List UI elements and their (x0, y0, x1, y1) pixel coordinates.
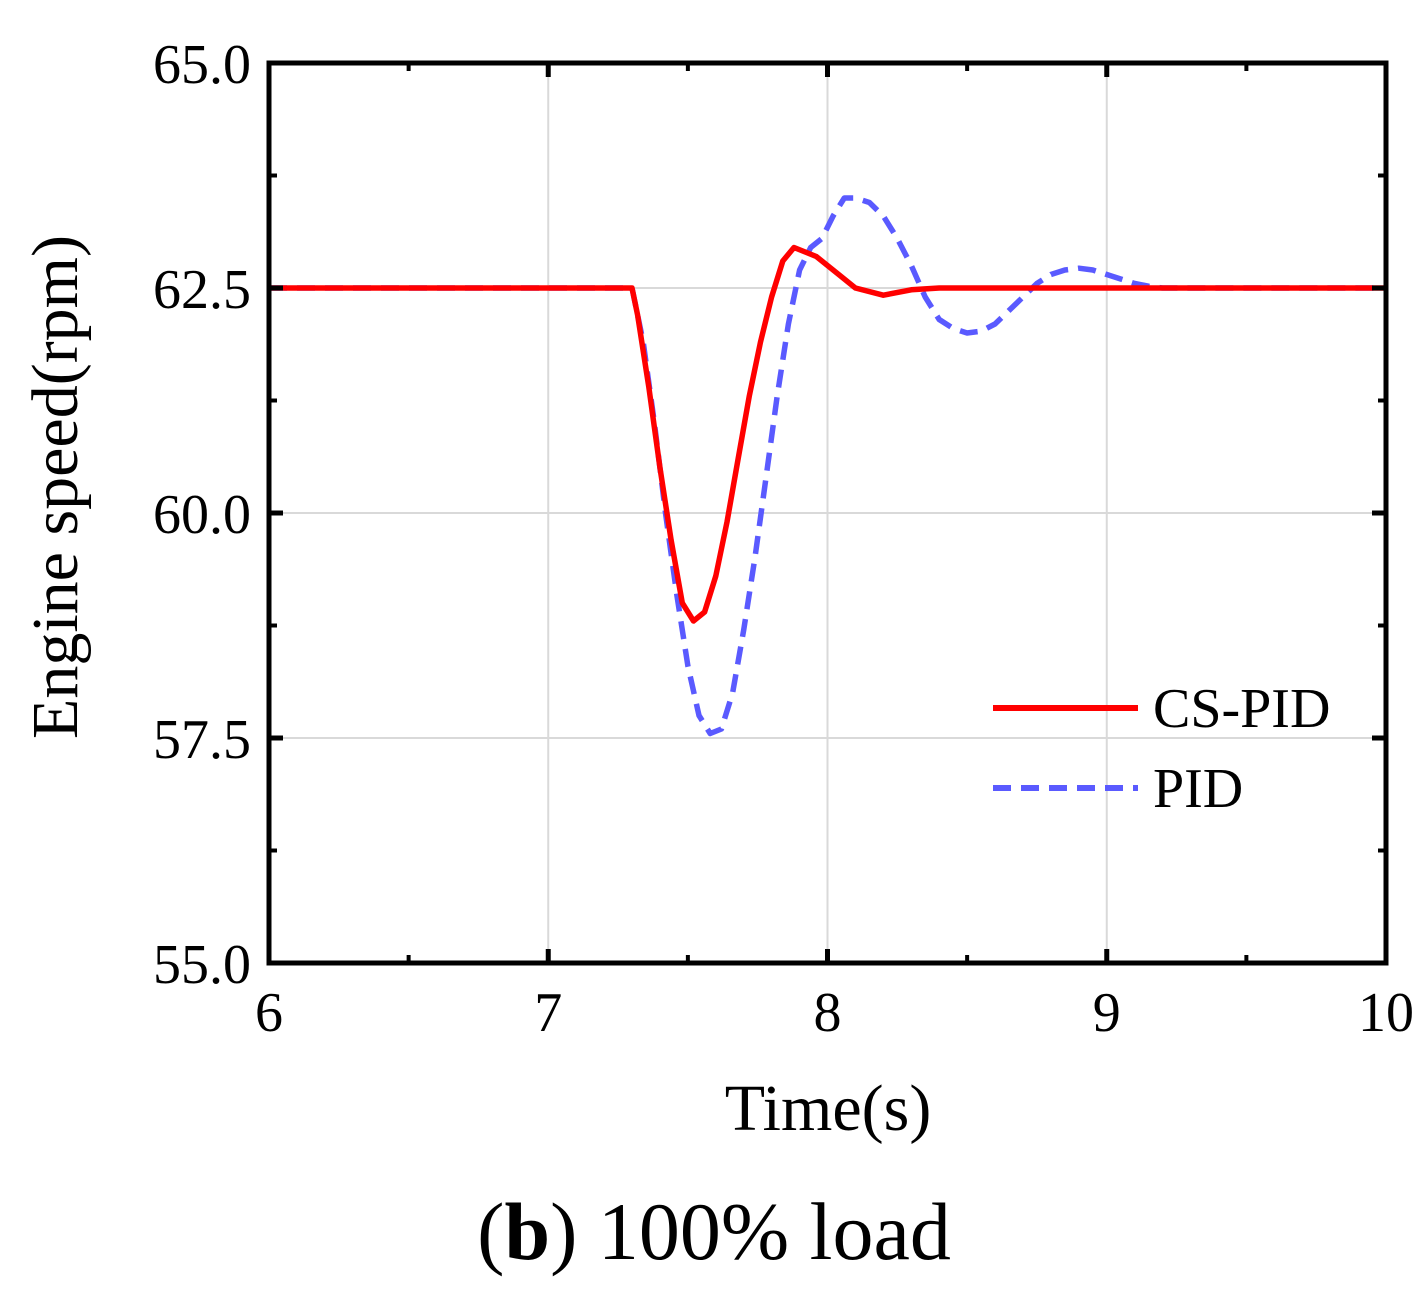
x-axis-title: Time(s) (725, 1072, 932, 1145)
x-tick-labels: 6 7 8 9 10 (255, 982, 1414, 1044)
y-tick-labels: 55.0 57.5 60.0 62.5 65.0 (153, 34, 251, 996)
caption-text: 100% load (597, 1186, 951, 1277)
series-line-cs-pid (269, 244, 1386, 624)
y-tick-label: 55.0 (153, 934, 251, 996)
series-line-pid (269, 195, 1386, 737)
legend-label-cs-pid: CS-PID (1153, 678, 1330, 740)
series-layer (269, 195, 1386, 737)
y-tick-label: 62.5 (153, 259, 251, 321)
x-tick-label: 10 (1358, 982, 1414, 1044)
x-tick-label: 6 (255, 982, 283, 1044)
major-ticks (266, 60, 1389, 966)
caption-label: b (504, 1186, 551, 1277)
engine-speed-chart: 6 7 8 9 10 55.0 57.5 60.0 62.5 65.0 Time(s) Engi… (19, 34, 1414, 1145)
y-tick-label: 57.5 (153, 709, 251, 771)
legend: CS-PID PID (993, 678, 1330, 820)
y-tick-label: 60.0 (153, 484, 251, 546)
y-tick-label: 65.0 (153, 34, 251, 96)
y-axis-title: Engine speed(rpm) (19, 235, 92, 739)
grid (268, 62, 1387, 964)
legend-label-pid: PID (1153, 758, 1243, 820)
x-tick-label: 8 (814, 982, 842, 1044)
figure-caption: (b) 100% load (477, 1186, 951, 1277)
x-tick-label: 7 (534, 982, 562, 1044)
x-tick-label: 9 (1093, 982, 1121, 1044)
